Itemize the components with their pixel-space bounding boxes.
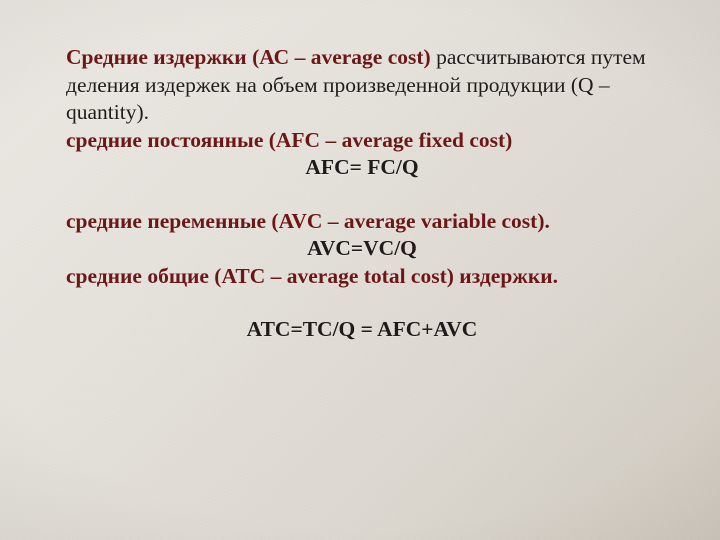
formula-atc: ATC=TC/Q = AFC+AVC (66, 316, 658, 344)
formula-avc: AVC=VC/Q (66, 235, 658, 263)
term-atc: средние общие (ATC – average total cost)… (66, 263, 658, 291)
spacer-1 (66, 182, 658, 208)
term-ac: Средние издержки (АС – average cost) (66, 45, 431, 69)
formula-afc: AFC= FC/Q (66, 154, 658, 182)
paragraph-intro: Средние издержки (АС – average cost) рас… (66, 44, 658, 127)
slide-body: Средние издержки (АС – average cost) рас… (0, 0, 720, 540)
term-avc: средние переменные (AVC – average variab… (66, 208, 658, 236)
term-afc: средние постоянные (AFC – average fixed … (66, 127, 658, 155)
spacer-2 (66, 290, 658, 316)
